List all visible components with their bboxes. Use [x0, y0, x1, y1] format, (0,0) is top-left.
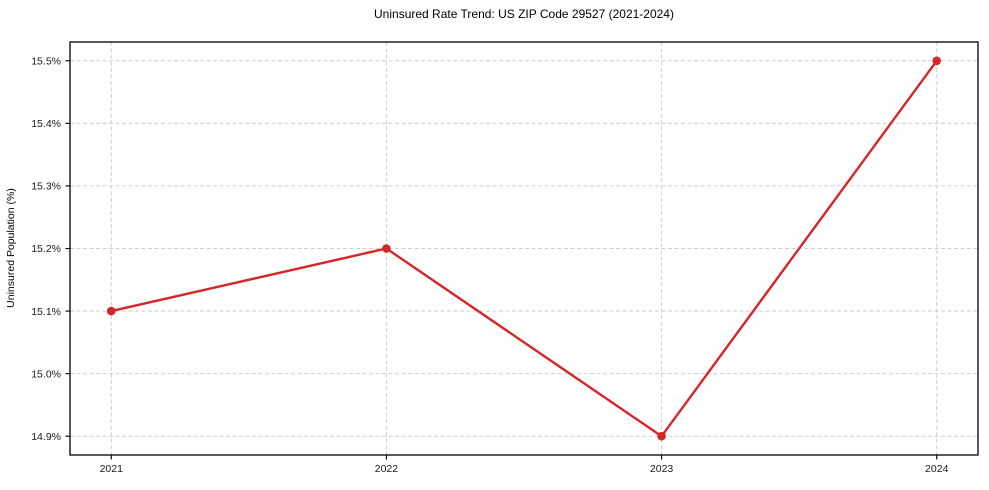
y-tick-label: 15.4%: [31, 118, 61, 130]
y-tick-label: 15.5%: [31, 55, 61, 67]
y-tick-label: 14.9%: [31, 431, 61, 443]
plot-border: [69, 41, 979, 456]
data-point: [106, 306, 116, 316]
y-tick-label: 15.3%: [31, 181, 61, 193]
x-tick-label: 2022: [375, 463, 399, 475]
x-tick-label: 2021: [100, 463, 124, 475]
y-tick-label: 15.1%: [31, 306, 61, 318]
x-tick-label: 2023: [650, 463, 674, 475]
trend-line: [110, 59, 938, 438]
y-tick-label: 15.2%: [31, 243, 61, 255]
data-point: [657, 431, 666, 441]
y-tick-label: 15.0%: [31, 368, 61, 380]
data-point: [932, 56, 942, 66]
chart-title: Uninsured Rate Trend: US ZIP Code 29527 …: [374, 7, 674, 21]
x-tick-label: 2024: [925, 463, 949, 475]
data-point: [382, 244, 391, 253]
